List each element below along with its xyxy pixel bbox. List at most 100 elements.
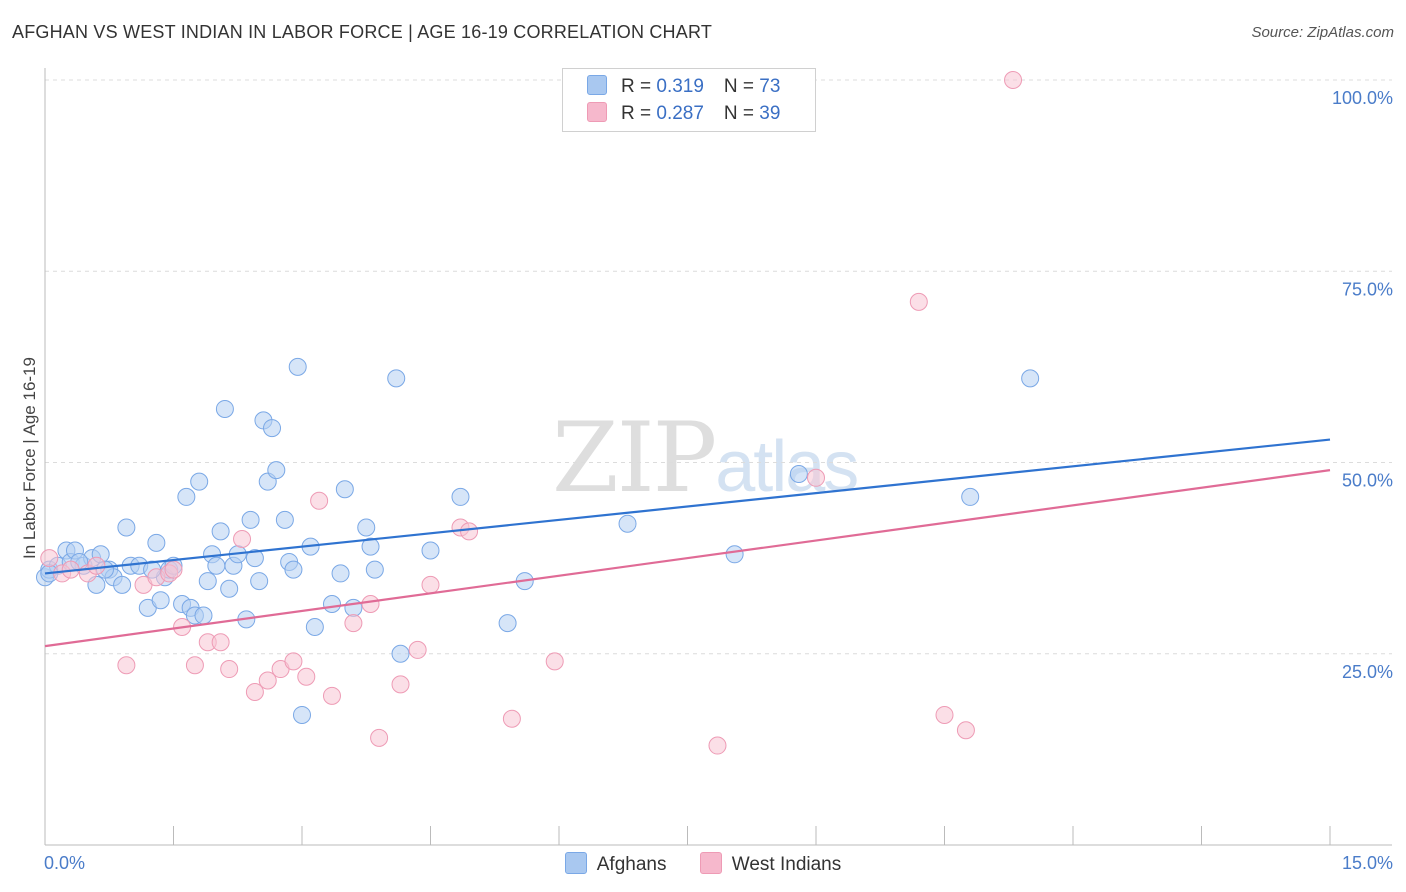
afghans-point: [618, 514, 637, 533]
west-indians-swatch: [587, 102, 607, 122]
afghans-point: [147, 533, 166, 552]
afghans-point: [335, 480, 354, 499]
west-indians-point: [258, 671, 277, 690]
west-indians-point: [40, 549, 59, 568]
west-indians-point: [370, 728, 389, 747]
chart-title: AFGHAN VS WEST INDIAN IN LABOR FORCE | A…: [12, 22, 713, 42]
afghans-point: [451, 487, 470, 506]
n-label: N =: [723, 76, 760, 97]
axes: [44, 68, 1392, 846]
source-label: Source: ZipAtlas.com: [1251, 24, 1394, 41]
legend-item-afghans[interactable]: Afghans: [564, 852, 667, 876]
west-indians-point: [391, 675, 410, 694]
west-indians-point: [220, 660, 239, 679]
afghans-point: [344, 598, 363, 617]
y-axis-title: In Labor Force | Age 16-19: [20, 357, 39, 559]
west-indians-point: [117, 656, 136, 675]
legend-label: Afghans: [596, 854, 667, 875]
afghans-point: [305, 617, 324, 636]
afghans-point: [117, 518, 136, 537]
r-label: R =: [621, 76, 657, 97]
afghans-point: [725, 545, 744, 564]
west-indians-point: [310, 491, 329, 510]
west-indians-point: [344, 614, 363, 633]
west-indians-point: [909, 292, 928, 311]
afghans-point: [1021, 369, 1040, 388]
west-indians-point: [408, 640, 427, 659]
west-indians-trend-line: [44, 469, 1331, 648]
x-tick-label: 15.0%: [1342, 853, 1393, 873]
n-value: 39: [759, 103, 781, 124]
west-indians-point: [460, 522, 479, 541]
y-tick-label: 25.0%: [1342, 662, 1393, 682]
afghans-point: [331, 564, 350, 583]
afghans-point: [215, 399, 234, 418]
afghans-point: [391, 644, 410, 663]
west-indians-point: [708, 736, 727, 755]
trend-lines: [44, 438, 1331, 648]
r-label: R =: [621, 103, 657, 124]
afghans-point: [245, 549, 264, 568]
west-indians-point: [284, 652, 303, 671]
afghans-point: [194, 606, 213, 625]
west-indians-point: [1004, 71, 1023, 89]
afghans-point: [421, 541, 440, 560]
r-value: 0.287: [656, 103, 704, 124]
stats-legend-row-afghans: R = 0.319 N = 73: [587, 75, 780, 99]
west-indians-point: [935, 705, 954, 724]
west-indians-point: [361, 595, 380, 614]
afghans-point: [387, 369, 406, 388]
afghans-point: [498, 614, 517, 633]
n-label: N =: [723, 103, 760, 124]
afghans-point: [361, 537, 380, 556]
afghans-point: [241, 510, 260, 529]
series-legend: Afghans West Indians: [0, 852, 1406, 876]
west-indians-point: [297, 667, 316, 686]
west-indians-point: [87, 556, 106, 575]
afghans-point: [263, 419, 282, 438]
n-value: 73: [759, 76, 781, 97]
afghans-legend-swatch: [564, 852, 587, 874]
afghans-swatch: [587, 75, 607, 95]
west-indians-point: [245, 683, 264, 701]
stats-legend-row-west-indians: R = 0.287 N = 39: [587, 102, 780, 126]
gridlines: [45, 79, 1392, 655]
stats-legend: R = 0.319 N = 73 R = 0.287 N = 39: [562, 68, 816, 132]
afghans-point: [220, 579, 239, 598]
y-tick-label: 50.0%: [1342, 471, 1393, 491]
west-indians-point: [164, 560, 183, 579]
x-tick-label: 0.0%: [44, 853, 85, 873]
y-tick-label: 75.0%: [1342, 279, 1393, 299]
afghans-point: [177, 487, 196, 506]
afghans-point: [322, 595, 341, 614]
west-indians-point: [322, 686, 341, 705]
west-indians-point: [211, 633, 230, 652]
afghans-point: [190, 472, 209, 491]
legend-item-west-indians[interactable]: West Indians: [699, 852, 842, 876]
r-value: 0.319: [656, 76, 704, 97]
y-tick-label: 100.0%: [1332, 88, 1393, 108]
afghans-point: [250, 572, 269, 591]
west-indians-point: [502, 709, 521, 728]
afghans-point: [961, 487, 980, 506]
west-indians-point: [185, 656, 204, 675]
afghans-point: [151, 591, 170, 610]
afghans-point: [113, 575, 132, 594]
west-indians-legend-swatch: [699, 852, 722, 874]
afghans-point: [284, 560, 303, 579]
data-points: [36, 71, 1040, 755]
afghans-point: [211, 522, 230, 541]
west-indians-point: [956, 721, 975, 740]
west-indians-point: [233, 530, 252, 548]
afghans-trend-line: [44, 438, 1331, 575]
legend-label: West Indians: [731, 854, 842, 875]
afghans-point: [267, 461, 286, 480]
afghans-point: [207, 556, 226, 575]
afghans-point: [198, 572, 217, 591]
west-indians-point: [545, 652, 564, 671]
afghans-point: [365, 560, 384, 579]
afghans-point: [275, 510, 294, 529]
afghans-point: [288, 357, 307, 376]
afghans-point: [293, 705, 311, 724]
